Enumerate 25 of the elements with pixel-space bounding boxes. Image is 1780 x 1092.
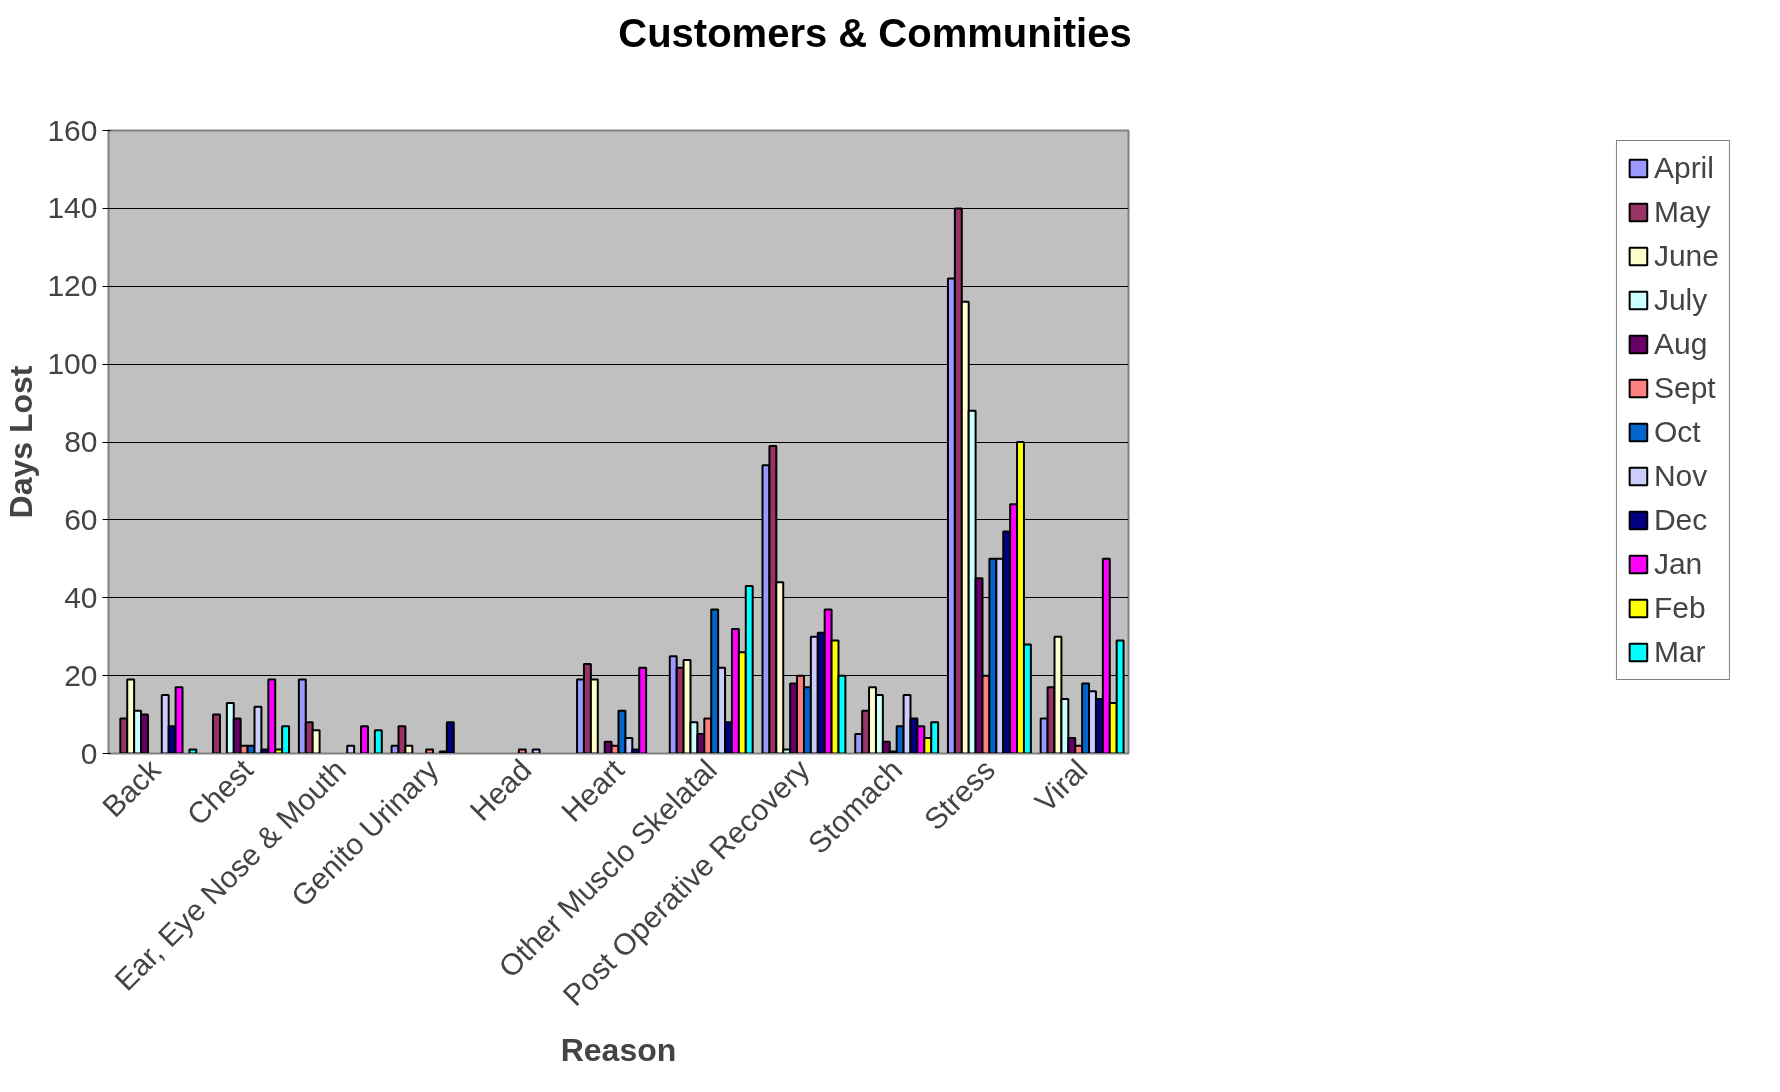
legend-label: Dec [1653,503,1708,537]
y-tick-label: 40 [64,580,98,614]
legend-label: Oct [1653,415,1701,449]
chart-title: Customers & Communities [618,10,1132,57]
y-tick-label: 60 [64,502,98,536]
y-tick-label: 160 [47,113,98,147]
legend-label: Sept [1653,371,1716,405]
legend-label: Feb [1653,591,1706,625]
legend-label: Mar [1653,635,1706,669]
legend-label: April [1653,151,1714,185]
y-tick-label: 140 [47,191,98,225]
legend-label: Jan [1653,547,1703,581]
legend-label: Nov [1653,459,1708,493]
x-tick-label: Viral [1028,752,1094,819]
y-tick-label: 80 [64,425,98,458]
legend-label: June [1653,239,1719,273]
y-axis-title: Days Lost [3,365,40,519]
legend-label: May [1653,195,1711,229]
x-axis-title: Reason [560,1031,677,1068]
y-tick-label: 100 [47,347,98,381]
legend-label: Aug [1653,327,1708,361]
y-tick-label: 120 [47,269,98,303]
y-tick-label: 20 [64,658,98,692]
y-tick-label: 0 [80,736,98,770]
legend-label: July [1653,283,1708,317]
